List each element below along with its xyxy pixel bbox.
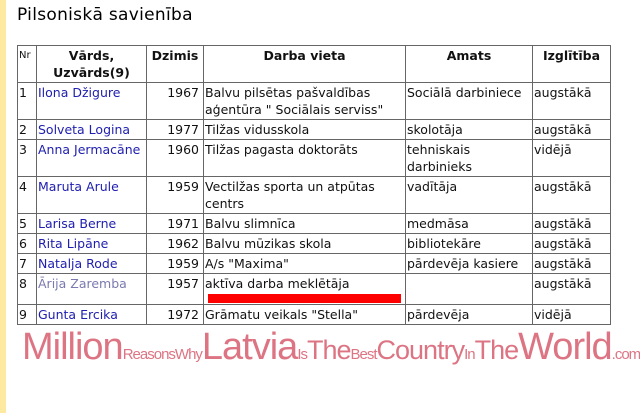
workplace: Vectilžas sporta un atpūtas centrs: [205, 179, 375, 211]
member-name-link[interactable]: Rita Lipāne: [38, 236, 109, 251]
education: vidējā: [532, 139, 611, 177]
member-name-cell: Anna Jermacāne: [36, 139, 147, 177]
row-nr: 6: [17, 233, 37, 254]
row-nr: 2: [17, 119, 37, 140]
workplace-cell: A/s "Maxima": [203, 253, 406, 274]
table-row: 9 Gunta Ercika 1972 Grāmatu veikals "Stella…: [17, 304, 611, 325]
birth-year: 1962: [146, 233, 204, 254]
row-nr: 7: [17, 253, 37, 274]
education: augstākā: [532, 253, 611, 274]
col-education: Izglītība: [532, 45, 611, 83]
education: augstākā: [532, 119, 611, 140]
page-edge: [0, 0, 6, 413]
education: augstākā: [532, 233, 611, 254]
birth-year: 1960: [146, 139, 204, 177]
position: medmāsa: [405, 213, 533, 234]
member-name-cell: Rita Lipāne: [36, 233, 147, 254]
col-name: Vārds, Uzvārds(9): [36, 45, 147, 83]
row-nr: 5: [17, 213, 37, 234]
member-name-link[interactable]: Solveta Logina: [38, 122, 131, 137]
workplace: Grāmatu veikals "Stella": [205, 307, 358, 322]
workplace-cell: Vectilžas sporta un atpūtas centrs: [203, 176, 406, 214]
table-row: 1 Ilona Džigure 1967 Balvu pilsētas pašvald…: [17, 82, 611, 120]
col-position: Amats: [405, 45, 533, 83]
workplace: Balvu pilsētas pašvaldības aģentūra " So…: [205, 85, 384, 117]
member-name-cell: Natalja Rode: [36, 253, 147, 274]
row-nr: 4: [17, 176, 37, 214]
member-name-cell: Larisa Berne: [36, 213, 147, 234]
workplace-cell: Tilžas pagasta doktorāts: [203, 139, 406, 177]
workplace: Balvu mūzikas skola: [205, 236, 332, 251]
workplace-cell: aktīva darba meklētāja: [203, 273, 406, 305]
col-workplace: Darba vieta: [203, 45, 406, 83]
position: pārdevēja: [405, 304, 533, 325]
watermark-logo: MillionReasonsWhyLatviaIsTheBestCountryI…: [22, 326, 640, 368]
education: augstākā: [532, 82, 611, 120]
position: bibliotekāre: [405, 233, 533, 254]
col-born: Dzimis: [146, 45, 204, 83]
position: [405, 273, 533, 305]
workplace-cell: Grāmatu veikals "Stella": [203, 304, 406, 325]
position: Sociālā darbiniece: [405, 82, 533, 120]
highlight-bar: [208, 294, 401, 303]
member-name-link[interactable]: Maruta Arule: [38, 179, 119, 194]
education: augstākā: [532, 273, 611, 305]
position: skolotāja: [405, 119, 533, 140]
workplace: A/s "Maxima": [205, 256, 289, 271]
workplace-cell: Balvu slimnīca: [203, 213, 406, 234]
member-name-link[interactable]: Larisa Berne: [38, 216, 117, 231]
table-row: 5 Larisa Berne 1971 Balvu slimnīca medmāsa au…: [17, 213, 611, 234]
workplace: Balvu slimnīca: [205, 216, 296, 231]
member-name-link[interactable]: Natalja Rode: [38, 256, 118, 271]
birth-year: 1959: [146, 253, 204, 274]
member-name-link[interactable]: Ārija Zaremba: [38, 276, 127, 291]
position: vadītāja: [405, 176, 533, 214]
birth-year: 1957: [146, 273, 204, 305]
table-row: 8 Ārija Zaremba 1957 aktīva darba meklētāja…: [17, 273, 611, 305]
members-table: Nr Vārds, Uzvārds(9) Dzimis Darba vieta …: [17, 45, 611, 325]
member-name-cell: Maruta Arule: [36, 176, 147, 214]
table-row: 3 Anna Jermacāne 1960 Tilžas pagasta doktor…: [17, 139, 611, 177]
row-nr: 8: [17, 273, 37, 305]
row-nr: 9: [17, 304, 37, 325]
member-name-link[interactable]: Ilona Džigure: [38, 85, 121, 100]
table-row: 2 Solveta Logina 1977 Tilžas vidusskola skol…: [17, 119, 611, 140]
education: augstākā: [532, 213, 611, 234]
content: Pilsoniskā savienība Nr Vārds, Uzvārds(9…: [17, 5, 640, 368]
workplace-cell: Balvu pilsētas pašvaldības aģentūra " So…: [203, 82, 406, 120]
table-row: 4 Maruta Arule 1959 Vectilžas sporta un atp…: [17, 176, 611, 214]
workplace-cell: Balvu mūzikas skola: [203, 233, 406, 254]
row-nr: 1: [17, 82, 37, 120]
workplace: Tilžas vidusskola: [205, 122, 310, 137]
position: tehniskais darbinieks: [405, 139, 533, 177]
table-header: Nr Vārds, Uzvārds(9) Dzimis Darba vieta …: [17, 45, 611, 83]
member-name-link[interactable]: Gunta Ercika: [38, 307, 118, 322]
birth-year: 1967: [146, 82, 204, 120]
member-name-cell: Solveta Logina: [36, 119, 147, 140]
birth-year: 1971: [146, 213, 204, 234]
table-row: 7 Natalja Rode 1959 A/s "Maxima" pārdevēja k…: [17, 253, 611, 274]
col-nr: Nr: [17, 45, 37, 83]
member-name-cell: Ilona Džigure: [36, 82, 147, 120]
birth-year: 1972: [146, 304, 204, 325]
row-nr: 3: [17, 139, 37, 177]
table-row: 6 Rita Lipāne 1962 Balvu mūzikas skola bibli…: [17, 233, 611, 254]
workplace: aktīva darba meklētāja: [205, 276, 350, 291]
member-name-cell: Ārija Zaremba: [36, 273, 147, 305]
birth-year: 1959: [146, 176, 204, 214]
member-name-link[interactable]: Anna Jermacāne: [38, 142, 141, 157]
member-name-cell: Gunta Ercika: [36, 304, 147, 325]
page-title: Pilsoniskā savienība: [17, 5, 193, 25]
workplace: Tilžas pagasta doktorāts: [205, 142, 358, 157]
position: pārdevēja kasiere: [405, 253, 533, 274]
birth-year: 1977: [146, 119, 204, 140]
education: vidējā: [532, 304, 611, 325]
workplace-cell: Tilžas vidusskola: [203, 119, 406, 140]
education: augstākā: [532, 176, 611, 214]
